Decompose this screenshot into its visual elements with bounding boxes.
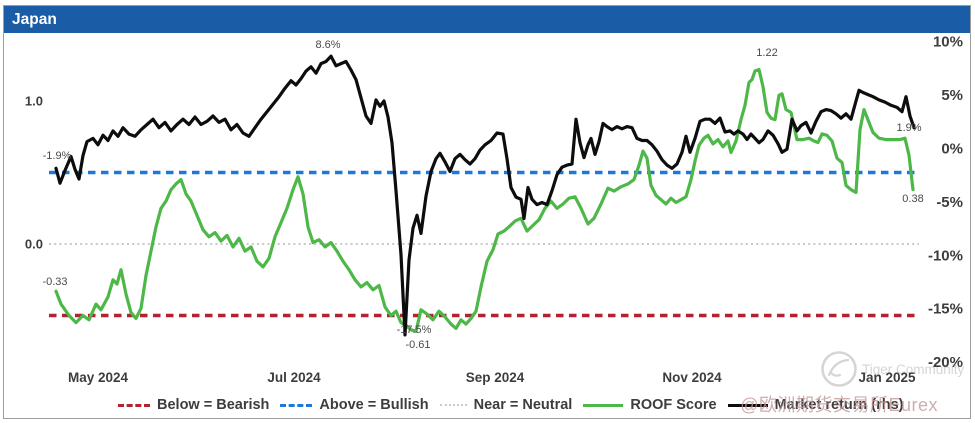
value-annotation: -17.5% [397,324,432,336]
legend-item: Near = Neutral [439,397,573,413]
legend-label: Market return (rhs) [774,397,904,413]
value-annotation: 1.22 [756,47,777,59]
legend-item: Below = Bearish [118,397,269,413]
value-annotation: 8.6% [315,39,340,51]
tiger-community-logo-icon [821,351,857,387]
eurex-watermark: @欧洲期货交易所Eurex [740,395,938,415]
legend-swatch-solid-icon [727,403,768,407]
chart-canvas: Tiger Community 1.0 0.0 10% 5% 0% -5% -10% -15% -… [25,34,965,387]
value-annotation: 0.38 [902,193,923,205]
right-axis-tick: 5% [941,87,963,104]
left-axis-tick: 1.0 [25,94,43,109]
right-axis-tick: 0% [941,141,963,158]
x-axis-tick: Nov 2024 [662,370,722,385]
right-axis-tick: -15% [928,301,963,318]
tiger-community-watermark: Tiger Community [862,362,965,377]
title-bar: Japan [4,6,970,33]
legend-item: Market return (rhs) [727,397,904,413]
legend-label: Below = Bearish [157,397,270,413]
chart-legend: Below = Bearish Above = Bullish Near = Neu… [118,397,903,413]
right-axis-tick: -5% [936,194,963,211]
left-axis-tick: 0.0 [25,237,43,252]
value-annotation: 1.9% [896,122,921,134]
tiger-community-logo-glyph [827,358,850,377]
chart-card: Japan Tiger Community 1.0 0.0 10% 5% 0% -5% -10… [3,5,971,419]
legend-swatch-dashed-icon [118,403,150,407]
page-title: Japan [12,11,57,28]
value-annotation: -1.9% [43,150,72,162]
legend-label: ROOF Score [630,397,717,413]
legend-label: Near = Neutral [473,397,573,413]
series-roof-score [54,67,915,333]
value-annotation: -0.33 [42,276,67,288]
legend-swatch-dotted-icon [439,404,467,406]
right-axis-tick: 10% [933,34,963,51]
value-annotation: -0.61 [405,339,430,351]
legend-swatch-solid-icon [583,403,624,407]
legend-item: Above = Bullish [280,397,429,413]
x-axis-tick: Jul 2024 [267,370,321,385]
x-axis-tick: Jan 2025 [858,370,916,385]
legend-label: Above = Bullish [319,397,429,413]
legend-swatch-dashed-icon [280,403,313,407]
right-axis-tick: -10% [928,247,963,264]
series-market-return-rhs- [54,54,916,337]
x-axis-tick: May 2024 [68,370,129,385]
right-axis-tick: -20% [928,354,963,371]
x-axis-tick: Sep 2024 [466,370,525,385]
legend-item: ROOF Score [583,397,717,413]
